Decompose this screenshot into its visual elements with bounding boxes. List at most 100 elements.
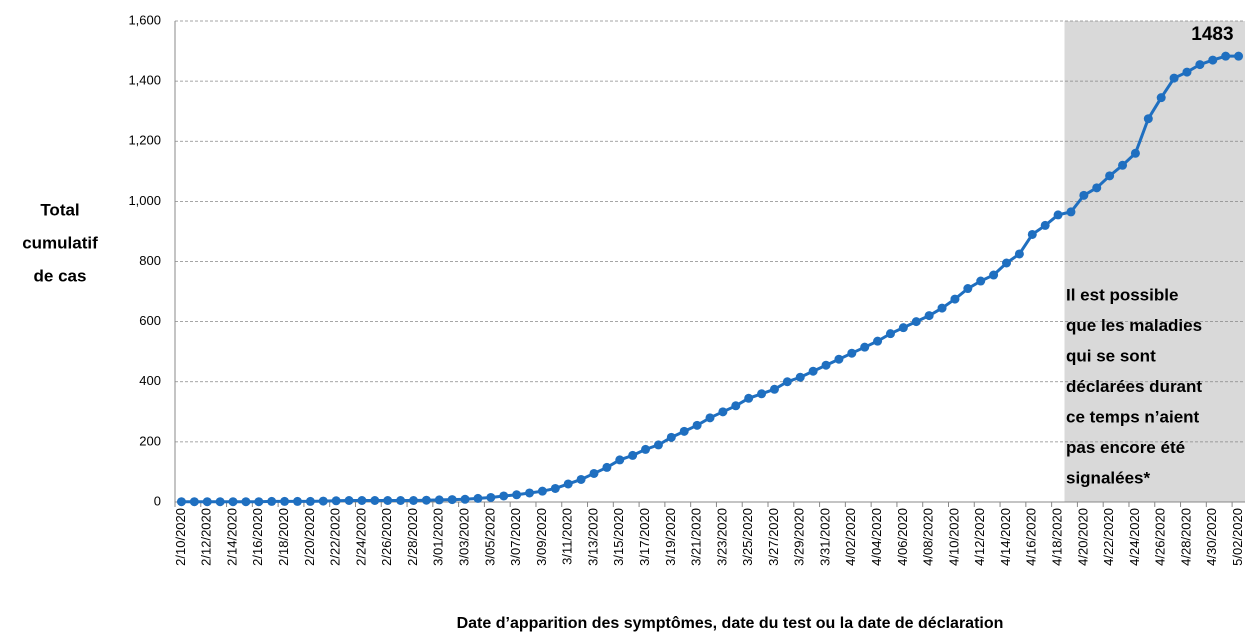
marker	[950, 294, 960, 304]
marker	[434, 495, 444, 505]
x-tick-label: 3/23/2020	[714, 508, 729, 566]
marker	[821, 360, 831, 370]
x-tick-label: 2/26/2020	[379, 508, 394, 566]
marker	[202, 497, 212, 507]
marker	[898, 323, 908, 333]
y-tick-label: 1,400	[128, 73, 161, 88]
marker	[679, 426, 689, 436]
x-tick-label: 4/30/2020	[1204, 508, 1219, 566]
x-tick-label: 3/01/2020	[431, 508, 446, 566]
x-tick-label: 3/05/2020	[482, 508, 497, 566]
marker	[189, 497, 199, 507]
x-tick-label: 5/02/2020	[1230, 508, 1245, 566]
x-tick-label: 4/02/2020	[843, 508, 858, 566]
marker	[537, 486, 547, 496]
annotation: signalées*	[1066, 468, 1150, 487]
marker	[305, 496, 315, 506]
x-tick-label: 4/10/2020	[946, 508, 961, 566]
y-axis-label: de cas	[34, 266, 87, 285]
marker	[357, 495, 367, 505]
x-tick-label: 4/08/2020	[921, 508, 936, 566]
marker	[963, 284, 973, 294]
x-tick-label: 2/16/2020	[250, 508, 265, 566]
y-tick-label: 600	[139, 313, 161, 328]
marker	[641, 444, 651, 454]
marker	[1092, 183, 1102, 193]
marker	[421, 495, 431, 505]
marker	[408, 495, 418, 505]
marker	[1066, 207, 1076, 217]
x-tick-label: 3/31/2020	[817, 508, 832, 566]
x-tick-label: 3/17/2020	[637, 508, 652, 566]
marker	[1208, 55, 1218, 65]
marker	[1169, 73, 1179, 83]
x-tick-label: 3/21/2020	[689, 508, 704, 566]
marker	[1014, 249, 1024, 259]
y-tick-label: 1,000	[128, 193, 161, 208]
marker	[628, 450, 638, 460]
marker	[795, 372, 805, 382]
marker	[1195, 60, 1205, 70]
annotation: que les maladies	[1066, 316, 1202, 335]
x-tick-label: 2/28/2020	[405, 508, 420, 566]
x-tick-label: 3/15/2020	[611, 508, 626, 566]
marker	[1221, 51, 1231, 61]
y-axis-label: Total	[40, 200, 79, 219]
marker	[563, 479, 573, 489]
marker	[666, 432, 676, 442]
marker	[383, 495, 393, 505]
marker	[757, 389, 767, 399]
x-tick-label: 3/13/2020	[585, 508, 600, 566]
x-tick-label: 3/19/2020	[663, 508, 678, 566]
y-tick-label: 1,600	[128, 12, 161, 27]
x-tick-label: 4/22/2020	[1101, 508, 1116, 566]
marker	[241, 497, 251, 507]
marker	[1130, 148, 1140, 158]
marker	[1182, 67, 1192, 77]
marker	[1079, 190, 1089, 200]
x-tick-label: 3/09/2020	[534, 508, 549, 566]
x-tick-label: 4/04/2020	[869, 508, 884, 566]
y-tick-label: 0	[154, 493, 161, 508]
annotation: qui se sont	[1066, 346, 1156, 365]
marker	[550, 483, 560, 493]
marker	[989, 270, 999, 280]
shaded-region	[1064, 21, 1245, 502]
annotation: ce temps n’aient	[1066, 407, 1200, 426]
annotation: Il est possible	[1066, 285, 1178, 304]
marker	[705, 413, 715, 423]
marker	[447, 495, 457, 505]
x-tick-label: 3/27/2020	[766, 508, 781, 566]
marker	[731, 401, 741, 411]
x-tick-label: 4/12/2020	[972, 508, 987, 566]
x-tick-label: 2/12/2020	[199, 508, 214, 566]
marker	[473, 493, 483, 503]
x-tick-label: 3/07/2020	[508, 508, 523, 566]
x-tick-label: 4/16/2020	[1024, 508, 1039, 566]
marker	[1053, 210, 1063, 220]
marker	[292, 496, 302, 506]
marker	[525, 488, 535, 498]
marker	[1027, 229, 1037, 239]
x-tick-label: 3/11/2020	[560, 508, 575, 565]
marker	[718, 407, 728, 417]
x-tick-label: 4/26/2020	[1153, 508, 1168, 566]
marker	[267, 496, 277, 506]
marker	[692, 420, 702, 430]
x-tick-label: 2/10/2020	[173, 508, 188, 566]
marker	[1002, 258, 1012, 268]
x-tick-label: 2/14/2020	[224, 508, 239, 566]
marker	[228, 497, 238, 507]
marker	[924, 311, 934, 321]
marker	[254, 497, 264, 507]
annotation: pas encore été	[1066, 438, 1185, 457]
marker	[937, 303, 947, 313]
marker	[873, 336, 883, 346]
marker	[396, 495, 406, 505]
marker	[589, 468, 599, 478]
y-axis-label: cumulatif	[22, 233, 98, 252]
marker	[834, 354, 844, 364]
marker	[782, 377, 792, 387]
x-tick-label: 4/06/2020	[895, 508, 910, 566]
